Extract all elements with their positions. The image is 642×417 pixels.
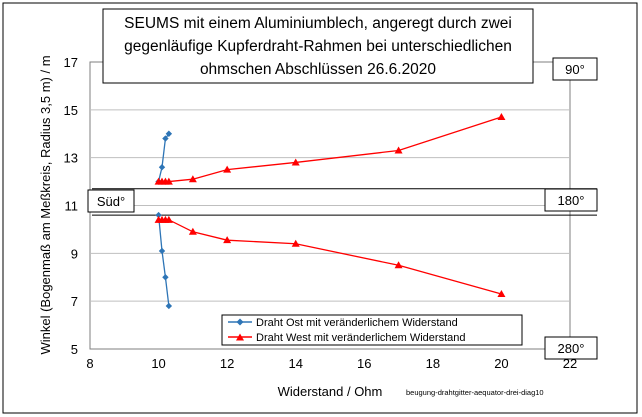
legend-label-ost: Draht Ost mit veränderlichem Widerstand	[256, 317, 458, 329]
y-tick-label-6: 17	[64, 55, 78, 70]
series-ost-point-1-2	[162, 274, 169, 281]
series-west-point-1-7	[394, 261, 403, 269]
series-ost-point-0-2	[162, 135, 169, 142]
angle-label-90: 90°	[552, 57, 598, 81]
series-west-point-1-8	[497, 289, 506, 297]
legend-box	[221, 314, 523, 346]
series-west-point-0-5	[223, 165, 232, 173]
y-tick-label-2: 9	[71, 246, 78, 261]
grid	[90, 109, 570, 302]
y-tick-label-5: 15	[64, 103, 78, 118]
series-ost-point-1-1	[158, 247, 166, 255]
title-line-1: SEUMS mit einem Aluminiumblech, angeregt…	[124, 15, 512, 32]
direction-label-sued-text: Süd°	[97, 194, 125, 209]
series-west-point-1-6	[291, 239, 300, 247]
title-box	[102, 8, 534, 84]
x-tick-label-5: 18	[426, 356, 440, 371]
series-ost-line-1	[157, 215, 170, 307]
series-west-point-0-6	[291, 158, 300, 166]
angle-label-180-text: 180°	[558, 193, 585, 208]
reference-lines	[92, 188, 597, 216]
file-note: beugung-drahtgitter-aequator-drei-diag10	[406, 388, 544, 397]
series-ost-point-0-1	[158, 164, 166, 171]
title-line-2: gegenläufige Kupferdraht-Rahmen bei unte…	[124, 38, 512, 55]
tick-labels: 5 7 9 11 13 15 17 8 10 12 14 16 18 20 22	[64, 55, 578, 371]
x-tick-label-7: 22	[563, 356, 577, 371]
series-ost-line-0	[157, 133, 170, 182]
y-tick-label-4: 13	[64, 151, 78, 166]
legend-swatch-west-marker	[236, 333, 244, 341]
x-tick-label-6: 20	[494, 356, 508, 371]
y-axis-title: Winkel (Bogenmaß am Meßkreis, Radius 3,5…	[38, 55, 53, 354]
series-west-point-0-3	[164, 177, 173, 185]
angle-label-180-box	[544, 188, 598, 212]
x-axis-title: Widerstand / Ohm	[278, 384, 383, 399]
angle-label-180: 180°	[544, 188, 598, 212]
x-tick-label-3: 14	[288, 356, 302, 371]
direction-label-sued: Süd°	[87, 189, 135, 213]
x-tick-label-1: 10	[151, 356, 165, 371]
series-west-point-1-3	[164, 215, 173, 223]
y-tick-label-1: 7	[71, 294, 78, 309]
series-west-point-1-4	[188, 227, 197, 235]
legend-swatch-ost-marker	[236, 318, 244, 326]
angle-label-280-box	[544, 336, 598, 360]
series-ost-point-1-3	[165, 302, 173, 310]
y-tick-label-3: 11	[65, 199, 79, 214]
angle-label-280-text: 280°	[558, 341, 585, 356]
series-west-point-0-7	[394, 146, 403, 154]
x-tick-label-4: 16	[357, 356, 371, 371]
title-line-3: ohmschen Abschlüssen 26.6.2020	[200, 61, 436, 78]
legend: Draht Ost mit veränderlichem Widerstand …	[221, 314, 523, 346]
angle-label-280: 280°	[544, 336, 598, 360]
angle-label-90-text: 90°	[565, 62, 585, 77]
series-west-point-1-5	[223, 236, 232, 244]
series-ost-point-0-3	[165, 130, 173, 137]
legend-label-west: Draht West mit veränderlichem Widerstand	[256, 332, 465, 344]
series-west-point-0-8	[497, 113, 506, 121]
chart-title: SEUMS mit einem Aluminiumblech, angeregt…	[102, 8, 534, 84]
series-west-point-0-4	[188, 175, 197, 183]
angle-label-90-box	[552, 57, 598, 81]
x-tick-label-2: 12	[220, 356, 234, 371]
x-tick-label-0: 8	[86, 356, 93, 371]
series-ost-point-1-0	[155, 211, 162, 219]
direction-label-sued-box	[87, 189, 135, 213]
y-tick-label-0: 5	[71, 342, 78, 357]
series	[154, 113, 506, 310]
